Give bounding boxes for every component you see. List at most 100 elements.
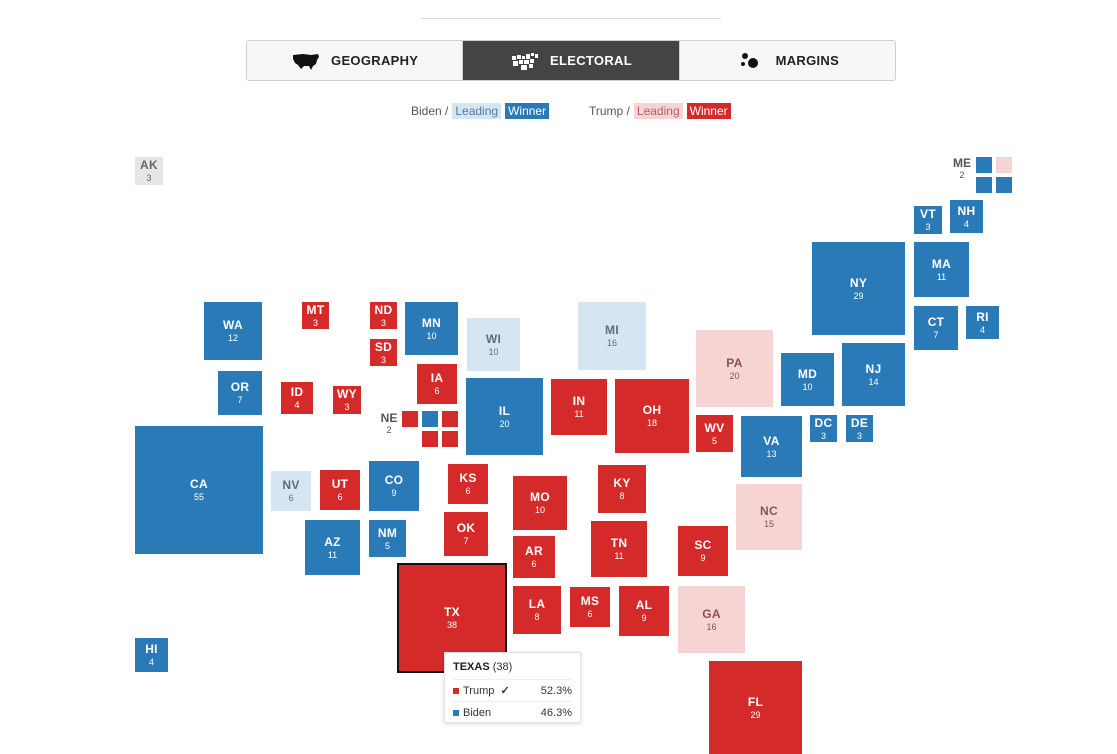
state-tile-il[interactable]: IL 20 [466, 378, 543, 455]
state-abbr: IL [498, 403, 511, 418]
state-tile-ia[interactable]: IA 6 [417, 364, 457, 404]
state-tile-ok[interactable]: OK 7 [444, 512, 488, 556]
state-electoral-votes: 16 [706, 621, 717, 632]
state-tile-mi[interactable]: MI 16 [578, 302, 646, 370]
tab-geography[interactable]: GEOGRAPHY [247, 41, 463, 80]
state-tooltip: TEXAS (38) Trump ✓ 52.3% Biden 46.3% [444, 652, 581, 723]
state-tile-dc[interactable]: DC 3 [810, 415, 837, 442]
state-tile-ut[interactable]: UT 6 [320, 470, 360, 510]
state-tile-mt[interactable]: MT 3 [302, 302, 329, 329]
state-tile-vt[interactable]: VT 3 [914, 206, 942, 234]
state-tile-mo[interactable]: MO 10 [513, 476, 567, 530]
ne-district-5[interactable] [442, 431, 458, 447]
state-tile-ks[interactable]: KS 6 [448, 464, 488, 504]
state-tile-nd[interactable]: ND 3 [370, 302, 397, 329]
state-tile-ar[interactable]: AR 6 [513, 536, 555, 578]
state-tile-al[interactable]: AL 9 [619, 586, 669, 636]
tooltip-candidate-name: Biden [463, 706, 492, 719]
state-abbr: WY [337, 387, 357, 401]
state-tile-ak[interactable]: AK 3 [135, 157, 163, 185]
state-electoral-votes: 6 [337, 492, 343, 502]
state-tile-nv[interactable]: NV 6 [271, 471, 311, 511]
state-electoral-votes: 3 [380, 317, 386, 328]
state-abbr: KS [459, 471, 477, 485]
state-abbr: OH [642, 403, 662, 417]
state-tile-wa[interactable]: WA 12 [204, 302, 262, 360]
state-abbr: WA [223, 318, 243, 332]
state-tile-de[interactable]: DE 3 [846, 415, 873, 442]
state-me-label: ME 2 [950, 156, 974, 180]
state-abbr: IA [430, 371, 444, 385]
state-abbr: NH [957, 203, 976, 218]
state-tile-ny[interactable]: NY 29 [812, 242, 905, 335]
ne-district-1[interactable] [402, 411, 418, 427]
ne-district-3[interactable] [442, 411, 458, 427]
state-tile-tn[interactable]: TN 11 [591, 521, 647, 577]
state-tile-wy[interactable]: WY 3 [333, 386, 361, 414]
state-tile-sc[interactable]: SC 9 [678, 526, 728, 576]
state-tile-oh[interactable]: OH 18 [615, 379, 689, 453]
state-tile-mn[interactable]: MN 10 [405, 302, 458, 355]
tab-electoral-label: ELECTORAL [550, 53, 632, 68]
tab-electoral[interactable]: ELECTORAL [462, 41, 679, 80]
state-tile-va[interactable]: VA 13 [741, 416, 802, 477]
state-tile-nh[interactable]: NH 4 [950, 200, 983, 233]
state-tile-nc[interactable]: NC 15 [736, 484, 802, 550]
state-tile-or[interactable]: OR 7 [218, 371, 262, 415]
tooltip-candidate-name: Trump [463, 685, 495, 697]
me-district-1[interactable] [976, 157, 992, 173]
state-electoral-votes: 8 [534, 612, 540, 622]
state-tile-la[interactable]: LA 8 [513, 586, 561, 634]
state-electoral-votes: 7 [463, 536, 469, 546]
tab-margins[interactable]: MARGINS [678, 41, 895, 80]
me-district-2[interactable] [996, 157, 1012, 173]
me-district-4[interactable] [996, 177, 1012, 193]
state-tile-ma[interactable]: MA 11 [914, 242, 969, 297]
state-abbr: DC [814, 415, 833, 430]
state-tile-md[interactable]: MD 10 [781, 353, 834, 406]
state-electoral-votes: 9 [391, 488, 397, 498]
state-electoral-votes: 15 [763, 519, 774, 529]
state-tile-co[interactable]: CO 9 [369, 461, 419, 511]
state-tile-ky[interactable]: KY 8 [598, 465, 646, 513]
state-abbr: MN [421, 315, 442, 330]
state-abbr: AK [140, 158, 158, 172]
me-district-3[interactable] [976, 177, 992, 193]
state-ne-ev: 2 [386, 425, 392, 435]
state-abbr: OR [230, 380, 250, 394]
tooltip-percent: 52.3% [540, 684, 572, 697]
state-tile-ct[interactable]: CT 7 [914, 306, 958, 350]
state-abbr: ID [290, 385, 304, 399]
state-tile-sd[interactable]: SD 3 [370, 339, 397, 366]
state-tile-in[interactable]: IN 11 [551, 379, 607, 435]
state-tile-pa[interactable]: PA 20 [696, 330, 773, 407]
state-tile-hi[interactable]: HI 4 [135, 638, 168, 672]
state-electoral-votes: 18 [646, 418, 657, 428]
state-tile-fl[interactable]: FL 29 [709, 661, 802, 754]
state-tile-id[interactable]: ID 4 [281, 382, 313, 414]
tooltip-percent: 46.3% [540, 706, 572, 719]
state-abbr: IN [572, 394, 586, 408]
ne-district-4[interactable] [422, 431, 438, 447]
state-tile-wv[interactable]: WV 5 [696, 415, 733, 452]
state-tile-az[interactable]: AZ 11 [305, 520, 360, 575]
state-electoral-votes: 10 [488, 346, 499, 357]
state-abbr: MS [580, 594, 600, 608]
state-tile-ca[interactable]: CA 55 [135, 426, 263, 554]
ne-district-2[interactable] [422, 411, 438, 427]
tooltip-row-biden: Biden 46.3% [453, 701, 572, 723]
state-tile-nj[interactable]: NJ 14 [842, 343, 905, 406]
state-abbr: GA [702, 606, 721, 621]
state-abbr: ND [374, 302, 393, 317]
state-tile-ga[interactable]: GA 16 [678, 586, 745, 653]
state-tile-ms[interactable]: MS 6 [570, 587, 610, 627]
state-abbr: TN [610, 536, 628, 550]
state-electoral-votes: 10 [426, 330, 437, 341]
state-tile-wi[interactable]: WI 10 [467, 318, 520, 371]
state-electoral-votes: 13 [766, 448, 777, 459]
state-electoral-votes: 4 [148, 657, 154, 667]
biden-swatch [453, 709, 459, 716]
state-electoral-votes: 5 [711, 435, 717, 446]
state-tile-nm[interactable]: NM 5 [369, 520, 406, 557]
state-tile-ri[interactable]: RI 4 [966, 306, 999, 339]
